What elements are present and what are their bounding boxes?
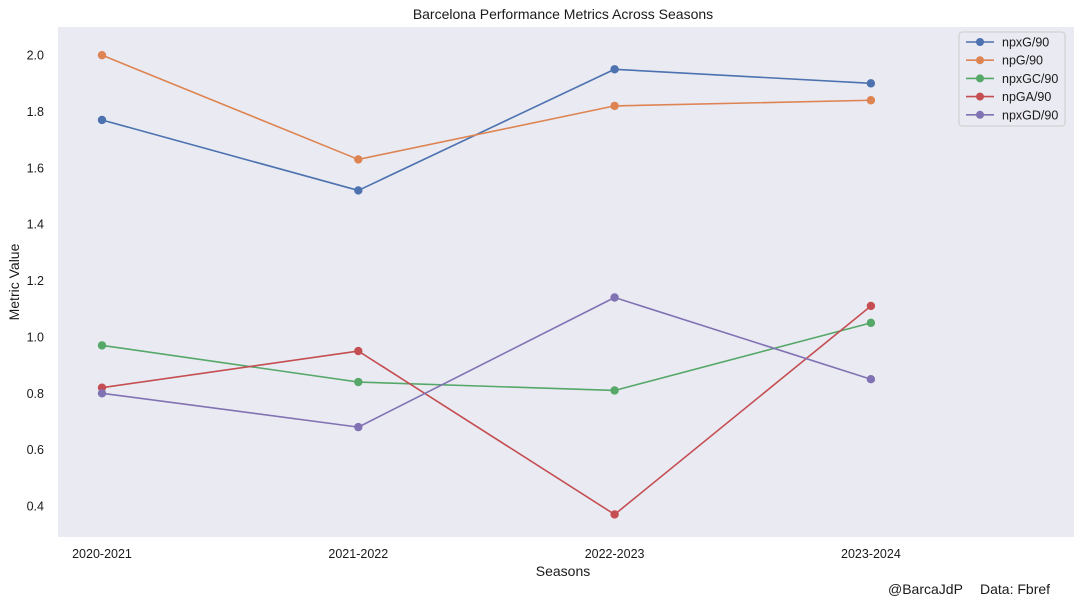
plot-area (58, 27, 1074, 537)
legend-item: npxGD/90 (966, 108, 1058, 122)
legend-label: npGA/90 (1002, 90, 1051, 104)
legend-marker (976, 92, 984, 101)
data-point (354, 186, 363, 195)
x-tick-label: 2021-2022 (328, 547, 388, 561)
series-line (101, 296, 872, 428)
legend-marker (976, 38, 984, 46)
series-line (101, 68, 871, 192)
data-point (97, 115, 107, 125)
data-point (866, 318, 876, 328)
y-tick-label: 1.8 (27, 105, 44, 119)
legend-marker (976, 56, 984, 65)
series-npxgd-per-90 (97, 293, 876, 432)
series-line (101, 54, 871, 161)
legend-label: npxGD/90 (1002, 108, 1058, 122)
chart-title: Barcelona Performance Metrics Across Sea… (413, 6, 713, 22)
data-point (866, 79, 876, 88)
data-point (866, 375, 876, 384)
data-point (97, 50, 107, 60)
data-point (354, 422, 363, 432)
y-tick-label: 0.4 (27, 500, 44, 514)
y-tick-label: 1.6 (27, 161, 44, 175)
series-npga-per-90 (97, 301, 876, 519)
data-point (97, 389, 107, 398)
legend-item: npG/90 (966, 54, 1043, 68)
y-tick-label: 0.6 (27, 443, 44, 457)
x-tick-label: 2020-2021 (72, 547, 132, 561)
legend-item: npGA/90 (966, 90, 1051, 104)
x-axis-ticks: 2020-2021 2021-2022 2022-2023 2023-2024 (72, 547, 901, 561)
legend-label: npG/90 (1002, 54, 1043, 68)
data-point (354, 155, 363, 164)
y-axis-label: Metric Value (6, 243, 22, 320)
data-point (354, 377, 363, 387)
data-point (610, 101, 619, 111)
series-line (101, 322, 872, 392)
credit-author: @BarcaJdP (888, 581, 963, 597)
y-axis-ticks: 0.4 0.6 0.8 1.0 1.2 1.4 1.6 1.8 2.0 (27, 49, 44, 514)
data-point (866, 96, 876, 105)
credit-source: Data: Fbref (980, 581, 1050, 597)
legend: npxG/90 npG/90 npxGC/90 npGA/90 npxGD/90 (958, 31, 1066, 127)
y-tick-label: 0.8 (27, 387, 44, 401)
series-line (101, 305, 872, 516)
legend-label: npxG/90 (1002, 36, 1049, 50)
legend-item: npxGC/90 (966, 72, 1058, 86)
y-tick-label: 1.4 (27, 218, 44, 232)
legend-marker (976, 74, 984, 83)
x-axis-label: Seasons (536, 563, 590, 579)
legend-label: npxGC/90 (1002, 72, 1058, 86)
data-point (610, 510, 619, 519)
data-point (610, 293, 619, 302)
legend-item: npxG/90 (966, 36, 1049, 50)
data-point (354, 346, 363, 356)
legend-box (958, 31, 1066, 127)
legend-marker (976, 110, 984, 119)
series-layer (97, 50, 876, 519)
data-point (97, 341, 107, 350)
x-tick-label: 2022-2023 (585, 547, 645, 561)
x-tick-label: 2023-2024 (841, 547, 901, 561)
series-npxgc-per-90 (97, 318, 876, 395)
legend-items: npxG/90 npG/90 npxGC/90 npGA/90 npxGD/90 (966, 36, 1058, 122)
data-point (610, 65, 619, 74)
y-tick-label: 2.0 (27, 49, 44, 63)
y-tick-label: 1.0 (27, 330, 44, 344)
series-npg-per-90 (97, 50, 876, 164)
y-tick-label: 1.2 (27, 274, 44, 288)
data-point (866, 301, 876, 311)
series-npxg-per-90 (97, 65, 876, 195)
data-point (610, 386, 619, 395)
